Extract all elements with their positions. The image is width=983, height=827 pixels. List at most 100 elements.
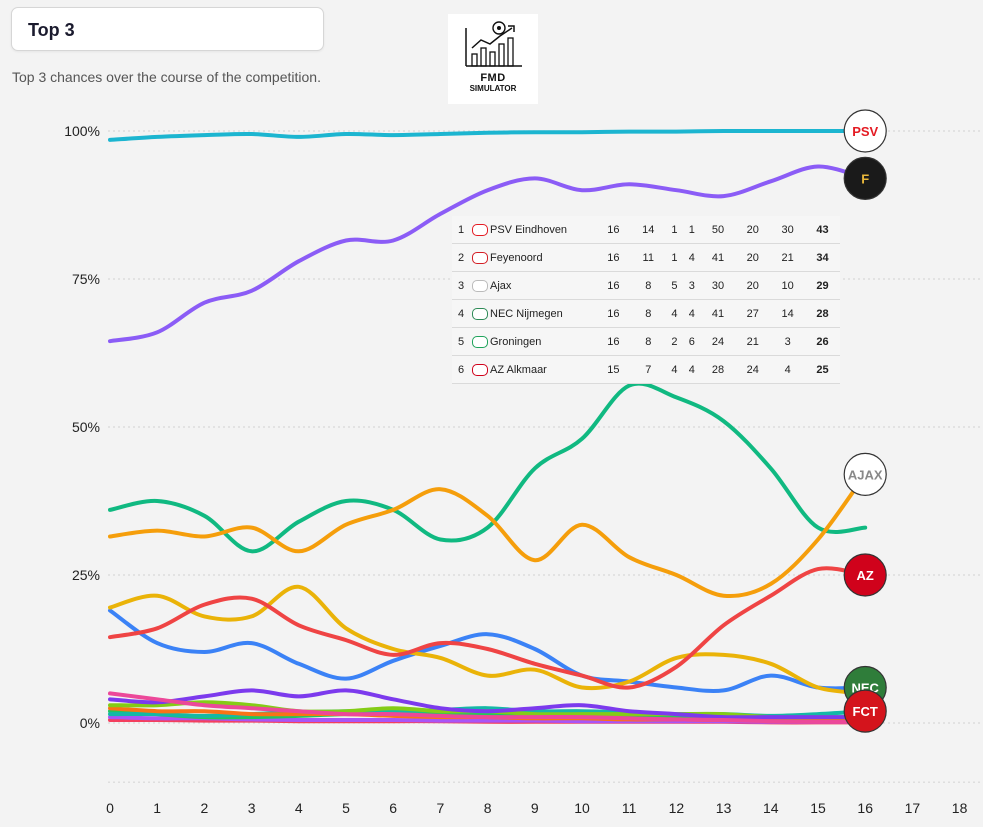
standings-goals-against: 21 [735, 327, 771, 356]
team-badge-icon: F [843, 156, 887, 200]
standings-goals-for: 30 [700, 271, 736, 300]
standings-drawn: 5 [665, 271, 684, 300]
y-tick-label: 75% [72, 271, 100, 287]
team-crest-shape [472, 279, 488, 292]
team-badge-circle [843, 452, 887, 496]
team-badge-text: F [861, 171, 869, 186]
standings-goals-against: 20 [735, 271, 771, 300]
standings-row: 3 Ajax 16 8 5 3 30 20 10 29 [452, 271, 840, 300]
standings-team-name: Groningen [490, 327, 596, 356]
x-tick-label: 16 [857, 800, 873, 816]
section-subtitle: Top 3 chances over the course of the com… [12, 69, 321, 85]
x-tick-label: 4 [295, 800, 303, 816]
standings-goals-against: 24 [735, 355, 771, 384]
x-tick-label: 15 [810, 800, 826, 816]
standings-team-name: PSV Eindhoven [490, 216, 596, 244]
series-line [108, 584, 868, 696]
standings-position: 3 [452, 271, 470, 300]
team-crest-shape [472, 363, 488, 376]
standings-lost: 4 [683, 243, 701, 272]
y-tick-label: 25% [72, 567, 100, 583]
standings-position: 4 [452, 299, 470, 328]
team-badge-icon: FCT [843, 689, 887, 733]
team-crest-icon [470, 216, 490, 244]
standings-table: 1 PSV Eindhoven 16 14 1 1 50 20 30 43 2 Feyenoord 16… [452, 216, 840, 384]
standings-won: 7 [630, 355, 666, 384]
standings-goal-diff: 14 [770, 299, 806, 328]
standings-goal-diff: 21 [770, 243, 806, 272]
standings-points: 34 [805, 243, 840, 272]
series-line [108, 164, 868, 344]
standings-row: 4 NEC Nijmegen 16 8 4 4 41 27 14 28 [452, 299, 840, 328]
standings-played: 16 [596, 271, 631, 300]
standings-played: 15 [596, 355, 631, 384]
standings-points: 28 [805, 299, 840, 328]
standings-points: 29 [805, 271, 840, 300]
standings-position: 1 [452, 216, 470, 244]
chart-ball-icon [465, 21, 522, 67]
x-tick-label: 0 [106, 800, 114, 816]
standings-goal-diff: 4 [770, 355, 806, 384]
x-tick-label: 10 [574, 800, 590, 816]
x-tick-label: 9 [531, 800, 539, 816]
team-crest-shape [472, 251, 488, 264]
x-tick-label: 13 [716, 800, 732, 816]
standings-lost: 4 [683, 355, 701, 384]
team-crest-icon [470, 327, 490, 356]
team-badge-circle [843, 109, 887, 153]
standings-goals-for: 24 [700, 327, 736, 356]
team-crest-shape [472, 223, 488, 236]
x-tick-label: 5 [342, 800, 350, 816]
standings-points: 26 [805, 327, 840, 356]
team-badge-icon: AJAX [843, 452, 887, 496]
standings-won: 8 [630, 299, 666, 328]
standings-goals-against: 20 [735, 243, 771, 272]
x-tick-label: 11 [622, 800, 637, 816]
standings-team-name: AZ Alkmaar [490, 355, 596, 384]
standings-points: 43 [805, 216, 840, 244]
x-axis: 0 1 2 3 4 5 6 7 8 9 10 11 12 13 14 15 16 17 18 [106, 800, 967, 816]
team-badge-circle [843, 553, 887, 597]
standings-goals-for: 50 [700, 216, 736, 244]
standings-row: 1 PSV Eindhoven 16 14 1 1 50 20 30 43 [452, 216, 840, 244]
standings-drawn: 1 [665, 243, 684, 272]
standings-row: 2 Feyenoord 16 11 1 4 41 20 21 34 [452, 243, 840, 272]
standings-goals-for: 28 [700, 355, 736, 384]
team-crest-shape [472, 335, 488, 348]
standings-points: 25 [805, 355, 840, 384]
standings-played: 16 [596, 216, 631, 244]
standings-won: 8 [630, 327, 666, 356]
standings-drawn: 4 [665, 299, 684, 328]
x-tick-label: 14 [763, 800, 779, 816]
series-line [108, 566, 868, 690]
logo-text-simulator: SIMULATOR [469, 84, 517, 93]
y-axis: 100% 75% 50% 25% 0% [64, 123, 100, 731]
logo-text-fmd: FMD [480, 72, 506, 84]
standings-team-name: Ajax [490, 271, 596, 300]
x-tick-label: 7 [437, 800, 445, 816]
series-line [108, 381, 868, 554]
standings-played: 16 [596, 327, 631, 356]
x-tick-label: 17 [905, 800, 921, 816]
team-badge-text: FCT [853, 704, 878, 719]
series-line [108, 691, 868, 724]
team-badge-icon: AZ [843, 553, 887, 597]
standings-lost: 6 [683, 327, 701, 356]
series-layer [108, 128, 868, 725]
standings-goal-diff: 30 [770, 216, 806, 244]
section-title-box: Top 3 [11, 7, 324, 51]
standings-won: 14 [630, 216, 666, 244]
team-badge-circle [843, 689, 887, 733]
standings-goals-against: 20 [735, 216, 771, 244]
standings-lost: 3 [683, 271, 701, 300]
x-tick-label: 2 [201, 800, 209, 816]
x-tick-label: 12 [669, 800, 685, 816]
x-tick-label: 6 [389, 800, 397, 816]
series-line [108, 472, 868, 599]
team-crest-icon [470, 271, 490, 300]
team-badge-icon: PSV [843, 109, 887, 153]
standings-team-name: Feyenoord [490, 243, 596, 272]
standings-drawn: 2 [665, 327, 684, 356]
team-badge-text: PSV [852, 124, 878, 139]
